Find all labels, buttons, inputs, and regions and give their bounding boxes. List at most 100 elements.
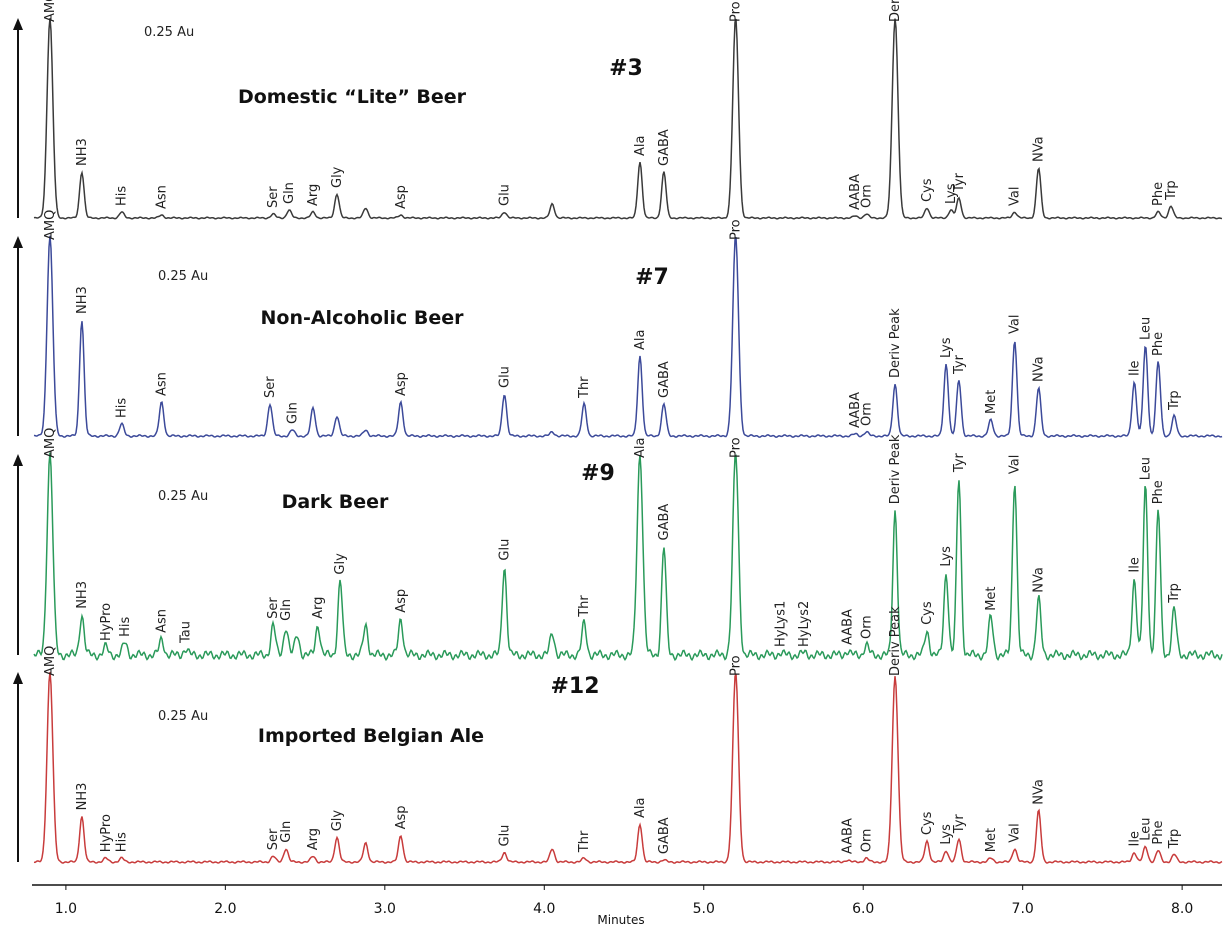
peak-label: AABA <box>840 609 855 645</box>
peak-label: Gly <box>330 166 345 188</box>
peak-label: Ser <box>266 828 281 850</box>
peak-label: His <box>118 617 133 637</box>
peak-label: Ile <box>1127 557 1142 572</box>
chromatogram-panel: AMQ NH3 His Asn Ser Gln Arg Gly Asp Glu Ala GABA Pro… <box>13 0 1223 220</box>
peak-label: NVa <box>1032 356 1047 382</box>
peak-label: His <box>115 186 130 206</box>
peak-label: AMQ <box>43 210 58 240</box>
panel-scale-label: 0.25 Au <box>158 269 208 284</box>
peak-label: NVa <box>1032 779 1047 805</box>
x-tick-label: 3.0 <box>374 901 396 917</box>
peak-label: Phe <box>1151 821 1166 845</box>
peak-label: Cys <box>920 601 935 625</box>
peak-label: Asp <box>394 372 409 396</box>
peak-label: Gln <box>285 402 300 424</box>
panel-sample-number: #3 <box>609 56 643 81</box>
peak-label: Orn <box>859 184 874 208</box>
peak-label: Ala <box>633 798 648 818</box>
x-tick-label: 2.0 <box>214 901 236 917</box>
peak-label: Thr <box>577 595 592 618</box>
peak-label: Asp <box>394 805 409 829</box>
peak-label: Cys <box>920 178 935 202</box>
peak-label: Trp <box>1167 829 1182 850</box>
peak-label: Arg <box>311 597 326 619</box>
chromatogram-panel: AMQ NH3 His Asn Ser Gln Asp Glu Thr Ala GABA Pro AAB… <box>13 210 1223 439</box>
peak-label: Deriv Peak <box>888 606 903 676</box>
panel-title: Dark Beer <box>282 491 389 513</box>
panel-scale-label: 0.25 Au <box>158 489 208 504</box>
peak-label: AMQ <box>43 0 58 22</box>
panel-sample-number: #9 <box>581 461 615 486</box>
y-axis-arrowhead <box>13 18 23 30</box>
peak-label: Arg <box>306 184 321 206</box>
peak-label: Leu <box>1139 317 1154 340</box>
peak-label: Lys <box>944 183 959 204</box>
peak-label: Met <box>984 828 999 852</box>
peak-label: Tyr <box>952 354 967 375</box>
panel-sample-number: #12 <box>550 674 599 699</box>
peak-label: Val <box>1008 823 1023 842</box>
x-tick-label: 5.0 <box>693 901 715 917</box>
peak-label: Asp <box>394 185 409 209</box>
chromatogram-trace <box>33 18 1223 220</box>
peak-label: Thr <box>577 376 592 399</box>
peak-label: NH3 <box>75 783 90 811</box>
peak-label: Phe <box>1151 182 1166 206</box>
peak-label: Tyr <box>952 814 967 835</box>
peak-label: Val <box>1008 315 1023 334</box>
peak-label: Trp <box>1167 390 1182 411</box>
peak-label: Leu <box>1139 457 1154 480</box>
x-tick-label: 8.0 <box>1171 901 1193 917</box>
peak-label: Orn <box>859 615 874 639</box>
x-tick-label: 7.0 <box>1012 901 1034 917</box>
chromatogram-trace <box>33 672 1223 864</box>
peak-label: NH3 <box>75 138 90 166</box>
peak-label: Pro <box>729 437 744 458</box>
peak-label: Lys <box>939 337 954 358</box>
peak-label: Arg <box>306 828 321 850</box>
peak-label: Glu <box>497 366 512 388</box>
peak-label: Met <box>984 586 999 610</box>
x-tick-label: 4.0 <box>533 901 555 917</box>
y-axis-arrowhead <box>13 672 23 684</box>
peak-label: Glu <box>497 184 512 206</box>
x-axis-label: Minutes <box>597 913 644 927</box>
chromatogram-trace <box>33 235 1223 439</box>
chromatogram-trace <box>33 452 1223 662</box>
peak-label: GABA <box>657 817 672 854</box>
peak-label: His <box>115 398 130 418</box>
peak-label: Ser <box>266 186 281 208</box>
panel-title: Domestic “Lite” Beer <box>238 86 467 108</box>
peak-label: AABA <box>840 818 855 854</box>
peak-label: NH3 <box>75 581 90 609</box>
peak-label: Thr <box>577 830 592 853</box>
peak-label: Ile <box>1127 361 1142 376</box>
peak-label: Orn <box>859 829 874 853</box>
peak-label: Pro <box>729 1 744 22</box>
peak-label: AABA <box>848 392 863 428</box>
peak-label: Val <box>1008 455 1023 474</box>
peak-label: Asn <box>155 185 170 209</box>
peak-label: Ala <box>633 438 648 458</box>
peak-label: Deriv Peak <box>888 434 903 504</box>
peak-label: Deriv Peak <box>888 308 903 378</box>
x-axis: 1.0 2.0 3.0 4.0 5.0 6.0 7.0 8.0 Minutes <box>32 884 1222 927</box>
panel-title: Imported Belgian Ale <box>258 725 484 747</box>
peak-label: Gly <box>330 810 345 832</box>
peak-label: Lys <box>939 546 954 567</box>
peak-label: Tyr <box>952 452 967 473</box>
peak-label: Glu <box>497 825 512 847</box>
peak-label: Gly <box>333 553 348 575</box>
peak-label: Ser <box>266 597 281 619</box>
y-axis-arrowhead <box>13 454 23 466</box>
peak-label: Cys <box>920 811 935 835</box>
peak-label: Phe <box>1151 332 1166 356</box>
peak-label: Ser <box>263 376 278 398</box>
peak-label: GABA <box>657 129 672 166</box>
peak-label: Pro <box>729 655 744 676</box>
peak-label: Ile <box>1127 831 1142 846</box>
x-tick-label: 6.0 <box>852 901 874 917</box>
x-axis-ticks: 1.0 2.0 3.0 4.0 5.0 6.0 7.0 8.0 <box>55 885 1193 917</box>
